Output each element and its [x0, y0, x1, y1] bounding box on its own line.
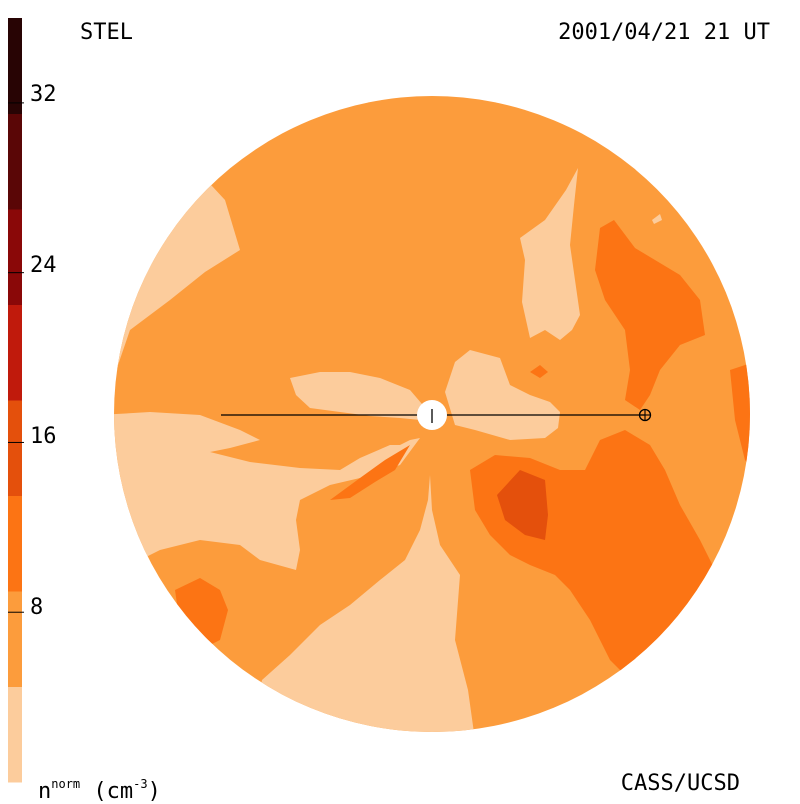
low-density-region-north-spur — [520, 168, 580, 340]
colorbar-unit-label: nnorm (cm-3) — [38, 773, 161, 803]
low-density-region-west — [114, 412, 420, 570]
colorbar-segment — [8, 495, 22, 592]
colorbar-segment — [8, 209, 22, 305]
high-density-region-east-edge — [730, 360, 750, 480]
timestamp-label: 2001/04/21 21 UT — [558, 20, 770, 45]
colorbar-segment — [8, 591, 22, 687]
earth-symbol-icon — [638, 408, 652, 422]
low-density-region-center-right — [445, 350, 560, 440]
colorbar-segment — [8, 113, 22, 210]
colorbar-segment — [8, 400, 22, 496]
colorbar-segment — [8, 686, 22, 783]
colorbar-tick-label: 32 — [30, 82, 57, 107]
low-density-speck — [652, 214, 662, 224]
colorbar-tick-label: 24 — [30, 253, 57, 278]
credit-label: CASS/UCSD — [620, 771, 740, 796]
colorbar-segment — [8, 304, 22, 401]
high-density-region-sliver — [330, 445, 410, 500]
unit-symbol: n — [38, 779, 52, 804]
low-density-region-south — [250, 475, 475, 732]
colorbar-segment — [8, 18, 22, 114]
unit-open: (cm — [93, 779, 134, 804]
peak-density-region — [497, 470, 548, 540]
unit-exponent: -3 — [133, 777, 148, 791]
high-density-region-east — [595, 220, 705, 410]
colorbar — [8, 18, 24, 783]
colorbar-tick-label: 16 — [30, 424, 57, 449]
instrument-label: STEL — [80, 20, 133, 45]
high-density-region-small-north — [530, 365, 548, 378]
colorbar-tick-label: 8 — [30, 595, 44, 620]
unit-superscript: norm — [51, 777, 81, 791]
unit-close: ) — [147, 779, 161, 804]
low-density-region-center-left — [290, 372, 422, 420]
